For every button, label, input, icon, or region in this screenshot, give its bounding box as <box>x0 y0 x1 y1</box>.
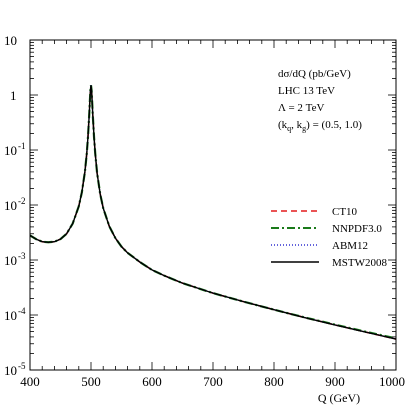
x-tick-label: 700 <box>203 374 223 389</box>
x-axis-title: Q (GeV) <box>318 391 360 405</box>
plot-frame <box>29 39 397 371</box>
y-tick-label: 10-4 <box>4 306 26 323</box>
legend: CT10 NNPDF3.0 ABM12 MSTW2008 <box>271 206 388 269</box>
legend-label-nnpdf: NNPDF3.0 <box>332 223 382 235</box>
annotation-couplings: (kq, kg) = (0.5, 1.0) <box>278 119 362 133</box>
series-layer <box>29 85 397 340</box>
annotation-quantity: dσ/dQ (pb/GeV) <box>278 68 351 80</box>
y-tick-label: 10-5 <box>4 361 26 378</box>
x-tick-label: 900 <box>325 374 345 389</box>
y-tick-label: 10-3 <box>4 251 26 268</box>
ticks-layer <box>29 39 397 371</box>
y-tick-label: 10-1 <box>4 141 26 158</box>
x-tick-label: 400 <box>20 374 40 389</box>
x-tick-labels: 400 500 600 700 800 900 1000 <box>20 374 405 389</box>
legend-label-ct10: CT10 <box>332 206 358 218</box>
annotation-collider: LHC 13 TeV <box>278 85 335 97</box>
annotation-block: dσ/dQ (pb/GeV) LHC 13 TeV Λ = 2 TeV (kq,… <box>278 68 362 133</box>
y-tick-labels: 10 1 10-1 10-2 10-3 10-4 10-5 <box>4 33 26 378</box>
x-tick-label: 600 <box>142 374 162 389</box>
y-tick-label: 10-2 <box>4 196 26 213</box>
series-line-mstw2008 <box>29 85 397 340</box>
x-tick-label: 1000 <box>379 374 405 389</box>
x-tick-label: 800 <box>264 374 284 389</box>
annotation-scale: Λ = 2 TeV <box>278 102 324 114</box>
x-tick-label: 500 <box>81 374 101 389</box>
y-tick-label: 1 <box>10 88 17 103</box>
legend-label-abm12: ABM12 <box>332 240 368 252</box>
legend-label-mstw: MSTW2008 <box>332 257 388 269</box>
y-tick-label: 10 <box>4 33 17 48</box>
